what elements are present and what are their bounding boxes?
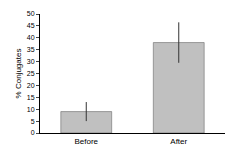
svg-text:5: 5 (31, 118, 35, 125)
svg-text:% Conjugates: % Conjugates (14, 49, 23, 99)
svg-text:0: 0 (31, 129, 35, 136)
svg-text:50: 50 (27, 10, 35, 17)
svg-text:After: After (170, 137, 187, 146)
svg-text:20: 20 (27, 82, 35, 89)
svg-text:35: 35 (27, 46, 35, 53)
svg-text:Before: Before (74, 137, 98, 146)
svg-text:25: 25 (27, 70, 35, 77)
svg-text:15: 15 (27, 94, 35, 101)
svg-text:40: 40 (27, 34, 35, 41)
svg-text:45: 45 (27, 22, 35, 29)
svg-text:30: 30 (27, 58, 35, 65)
svg-text:10: 10 (27, 106, 35, 113)
